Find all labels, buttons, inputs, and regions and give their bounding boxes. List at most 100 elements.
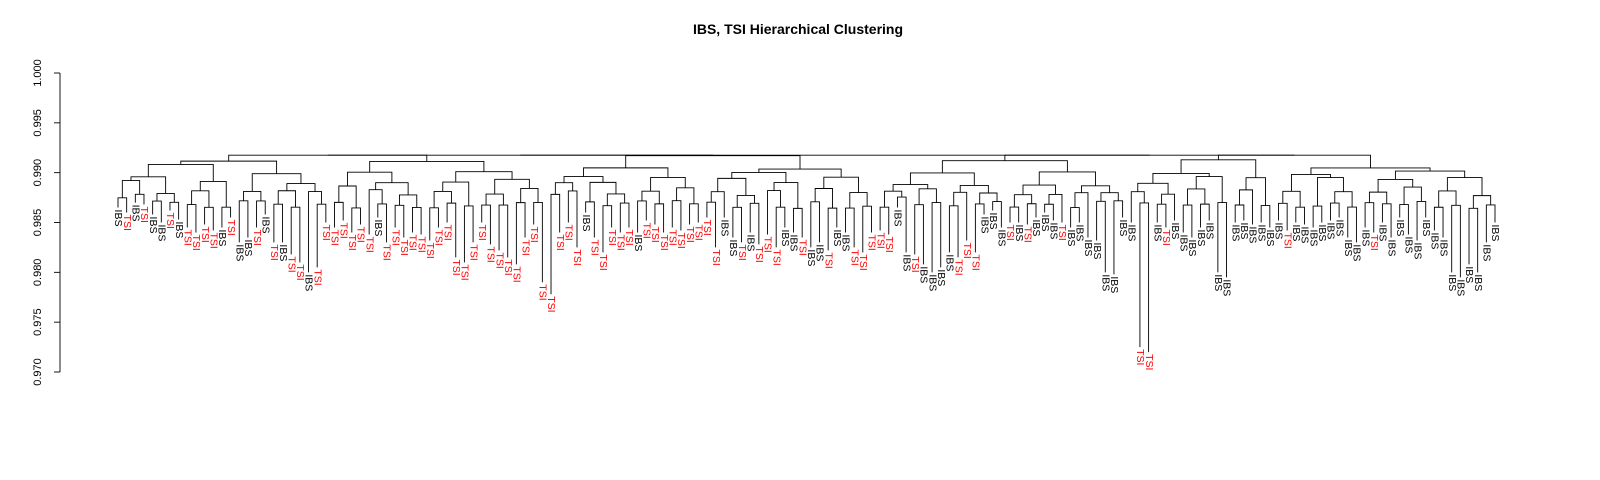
y-axis: 0.970 0.975 0.980 0.985 0.990 0.995 1.000 <box>32 59 61 386</box>
leaf-label: IBS <box>996 229 1008 246</box>
leaf-label: TSI <box>736 244 748 260</box>
leaf-label: TSI <box>1160 229 1172 245</box>
leaf-label: IBS <box>233 244 245 261</box>
dendrogram-link <box>606 193 626 206</box>
leaf-label: IBS <box>1446 274 1458 291</box>
dendrogram-link <box>1070 207 1080 228</box>
leaf-label: IBS <box>242 239 254 256</box>
leaf-label: TSI <box>848 249 860 265</box>
leaf-label: IBS <box>744 234 756 251</box>
dendrogram-link <box>273 203 283 243</box>
dendrogram-link <box>1330 202 1340 221</box>
leaf-label: IBS <box>926 274 938 291</box>
leaf-label: TSI <box>554 234 566 250</box>
leaf-label: TSI <box>1368 234 1380 250</box>
dendrogram-link <box>732 206 742 243</box>
leaf-label: IBS <box>1255 225 1267 242</box>
dendrogram-link <box>347 171 393 186</box>
dendrogram-link <box>879 206 890 235</box>
leaf-label: TSI <box>675 232 687 248</box>
dendrogram-link <box>717 177 747 196</box>
y-tick-label: 0.975 <box>32 308 44 336</box>
dendrogram-link <box>909 172 975 186</box>
leaf-label: TSI <box>883 236 895 252</box>
leaf-label: IBS <box>303 274 315 291</box>
leaf-label: TSI <box>666 229 678 245</box>
leaf-label: IBS <box>918 266 930 283</box>
dendrogram-link <box>1234 204 1245 223</box>
dendrogram-link <box>563 176 604 183</box>
dendrogram-link <box>1403 186 1422 205</box>
leaf-label: IBS <box>1420 220 1432 237</box>
y-tick-label: 0.970 <box>32 358 44 386</box>
leaf-label: IBS <box>259 217 271 234</box>
dendrogram-link <box>455 171 513 183</box>
dendrogram-branches <box>117 154 1496 353</box>
dendrogram-link <box>941 160 1068 173</box>
dendrogram-link <box>377 203 387 243</box>
dendrogram-link <box>1100 192 1119 202</box>
leaf-label: IBS <box>1455 279 1467 296</box>
leaf-label: IBS <box>1429 232 1441 249</box>
leaf-label: TSI <box>164 213 176 229</box>
dendrogram-link <box>1245 177 1266 206</box>
leaf-label: IBS <box>130 205 142 222</box>
y-tick-label: 0.995 <box>32 109 44 137</box>
leaf-label: IBS <box>1065 229 1077 246</box>
dendrogram-link <box>481 204 491 245</box>
dendrogram-link <box>992 201 1002 228</box>
dendrogram-link <box>186 204 197 233</box>
dendrogram-link <box>368 189 383 235</box>
leaf-label: TSI <box>770 249 782 265</box>
dendrogram-link <box>498 204 509 258</box>
leaf-label: IBS <box>978 217 990 234</box>
leaf-label: IBS <box>1221 279 1233 296</box>
leaf-label: TSI <box>476 225 488 241</box>
leaf-label: IBS <box>1074 225 1086 242</box>
leaf-label: TSI <box>589 239 601 255</box>
dendrogram-link <box>429 207 439 241</box>
dendrogram-link <box>117 197 128 213</box>
dendrogram-link <box>199 180 227 208</box>
leaf-label: IBS <box>718 220 730 237</box>
dendrogram-link <box>1433 206 1444 238</box>
leaf-label: TSI <box>363 236 375 252</box>
leaf-label: IBS <box>1359 229 1371 246</box>
leaf-label: TSI <box>433 229 445 245</box>
dendrogram-link <box>1137 182 1169 195</box>
leaf-label: IBS <box>1247 226 1259 243</box>
leaf-label: IBS <box>1351 244 1363 261</box>
leaf-label: TSI <box>909 256 921 272</box>
dendrogram-link <box>767 190 781 235</box>
dendrogram-link <box>823 176 859 193</box>
leaf-label: TSI <box>571 249 583 265</box>
dendrogram-link <box>1334 191 1353 208</box>
leaf-label: IBS <box>1039 215 1051 232</box>
dendrogram-link <box>351 207 361 233</box>
y-tick-label: 1.000 <box>32 59 44 87</box>
leaf-label: TSI <box>251 229 263 245</box>
leaf-label: TSI <box>268 244 280 260</box>
dendrogram-link <box>676 187 695 204</box>
dendrogram-link <box>520 187 539 203</box>
dendrogram-link <box>180 160 278 174</box>
leaf-label: IBS <box>840 234 852 251</box>
dendrogram-link <box>1187 188 1206 206</box>
dendrogram-link <box>1295 206 1305 225</box>
dendrogram-link <box>793 207 803 238</box>
leaf-label: IBS <box>788 234 800 251</box>
dendrogram-link <box>338 185 357 208</box>
dendrogram-link <box>1156 203 1167 228</box>
leaf-label: IBS <box>1203 223 1215 240</box>
leaf-label: TSI <box>225 220 237 236</box>
dendrogram-link <box>156 193 175 203</box>
dendrogram-link <box>773 182 799 209</box>
dendrogram-link <box>883 190 903 208</box>
leaf-label: TSI <box>537 284 549 300</box>
leaf-label: TSI <box>1143 354 1155 370</box>
dendrogram-link <box>1081 185 1111 193</box>
leaf-label: TSI <box>121 215 133 231</box>
dendrogram-link <box>1472 195 1492 209</box>
leaf-label: IBS <box>727 239 739 256</box>
leaf-label: TSI <box>182 229 194 245</box>
